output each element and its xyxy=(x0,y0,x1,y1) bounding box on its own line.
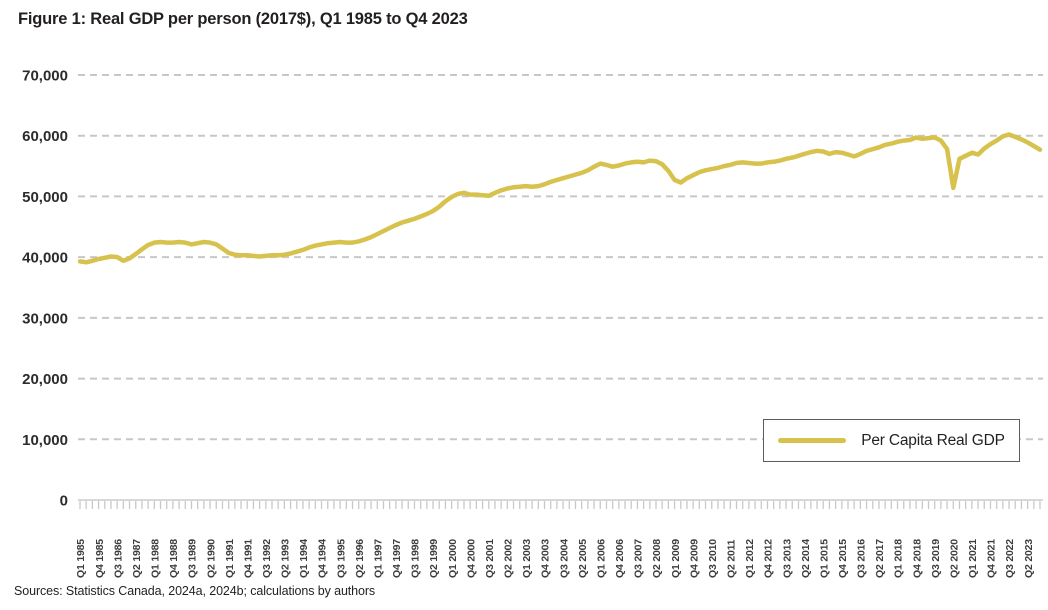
y-tick-label: 30,000 xyxy=(22,310,68,327)
x-tick-label: Q3 2001 xyxy=(484,539,496,578)
x-tick-label: Q4 2021 xyxy=(986,539,998,578)
x-tick-label: Q2 2017 xyxy=(874,539,886,578)
x-tick-label: Q2 1993 xyxy=(280,539,292,578)
x-tick-label: Q2 2002 xyxy=(503,539,515,578)
x-tick-label: Q3 1995 xyxy=(335,539,347,578)
x-tick-label: Q3 2022 xyxy=(1004,539,1016,578)
legend-box: Per Capita Real GDP xyxy=(763,419,1020,462)
x-tick-label: Q2 1990 xyxy=(205,539,217,578)
x-tick-label: Q2 1999 xyxy=(428,539,440,578)
x-tick-label: Q1 1994 xyxy=(298,539,310,578)
y-tick-label: 20,000 xyxy=(22,371,68,388)
x-tick-label: Q2 2005 xyxy=(577,539,589,578)
x-tick-label: Q2 2011 xyxy=(726,539,738,578)
x-tick-label: Q3 2010 xyxy=(707,539,719,578)
x-tick-label: Q4 2012 xyxy=(763,539,775,578)
x-tick-label: Q3 1998 xyxy=(410,539,422,578)
x-tick-label: Q1 2021 xyxy=(967,539,979,578)
x-tick-label: Q4 1997 xyxy=(391,539,403,578)
y-tick-label: 60,000 xyxy=(22,128,68,145)
x-tick-label: Q2 1996 xyxy=(354,539,366,578)
x-tick-label: Q3 2019 xyxy=(930,539,942,578)
x-tick-label: Q4 1988 xyxy=(168,539,180,578)
x-tick-label: Q3 2004 xyxy=(558,539,570,578)
x-tick-label: Q1 1988 xyxy=(150,539,162,578)
x-tick-label: Q2 2014 xyxy=(800,539,812,578)
x-tick-label: Q1 2012 xyxy=(744,539,756,578)
x-tick-label: Q3 2007 xyxy=(633,539,645,578)
x-tick-label: Q4 2015 xyxy=(837,539,849,578)
y-tick-label: 0 xyxy=(60,493,68,510)
x-tick-label: Q4 1994 xyxy=(317,539,329,578)
x-tick-label: Q1 2018 xyxy=(893,539,905,578)
y-tick-label: 10,000 xyxy=(22,432,68,449)
x-tick-label: Q1 1997 xyxy=(372,539,384,578)
x-tick-label: Q3 2013 xyxy=(781,539,793,578)
x-tick-label: Q3 2016 xyxy=(856,539,868,578)
x-tick-label: Q3 1989 xyxy=(187,539,199,578)
x-tick-label: Q4 1985 xyxy=(94,539,106,578)
x-tick-label: Q1 2000 xyxy=(447,539,459,578)
y-tick-label: 40,000 xyxy=(22,250,68,267)
x-tick-label: Q1 2003 xyxy=(521,539,533,578)
x-tick-label: Q4 2009 xyxy=(688,539,700,578)
x-tick-label: Q2 2008 xyxy=(651,539,663,578)
x-tick-label: Q3 1992 xyxy=(261,539,273,578)
x-tick-label: Q4 2018 xyxy=(911,539,923,578)
x-tick-label: Q4 2000 xyxy=(465,539,477,578)
per-capita-real-gdp-line xyxy=(77,132,1043,265)
legend-label: Per Capita Real GDP xyxy=(861,431,1005,449)
x-tick-label: Q3 1986 xyxy=(112,539,124,578)
x-tick-label: Q2 1987 xyxy=(131,539,143,578)
x-tick-label: Q2 2020 xyxy=(948,539,960,578)
x-tick-label: Q1 2009 xyxy=(670,539,682,578)
x-tick-label: Q1 2006 xyxy=(595,539,607,578)
y-tick-label: 50,000 xyxy=(22,189,68,206)
x-tick-label: Q1 2015 xyxy=(818,539,830,578)
x-tick-label: Q2 2023 xyxy=(1023,539,1035,578)
y-tick-label: 70,000 xyxy=(22,68,68,85)
x-tick-label: Q4 1991 xyxy=(242,539,254,578)
x-tick-label: Q4 2003 xyxy=(540,539,552,578)
source-note: Sources: Statistics Canada, 2024a, 2024b… xyxy=(14,584,376,598)
figure-title: Figure 1: Real GDP per person (2017$), Q… xyxy=(18,10,468,28)
x-tick-label: Q1 1985 xyxy=(75,539,87,578)
x-tick-label: Q1 1991 xyxy=(224,539,236,578)
x-tick-label: Q4 2006 xyxy=(614,539,626,578)
legend-line-swatch-icon xyxy=(778,437,847,444)
